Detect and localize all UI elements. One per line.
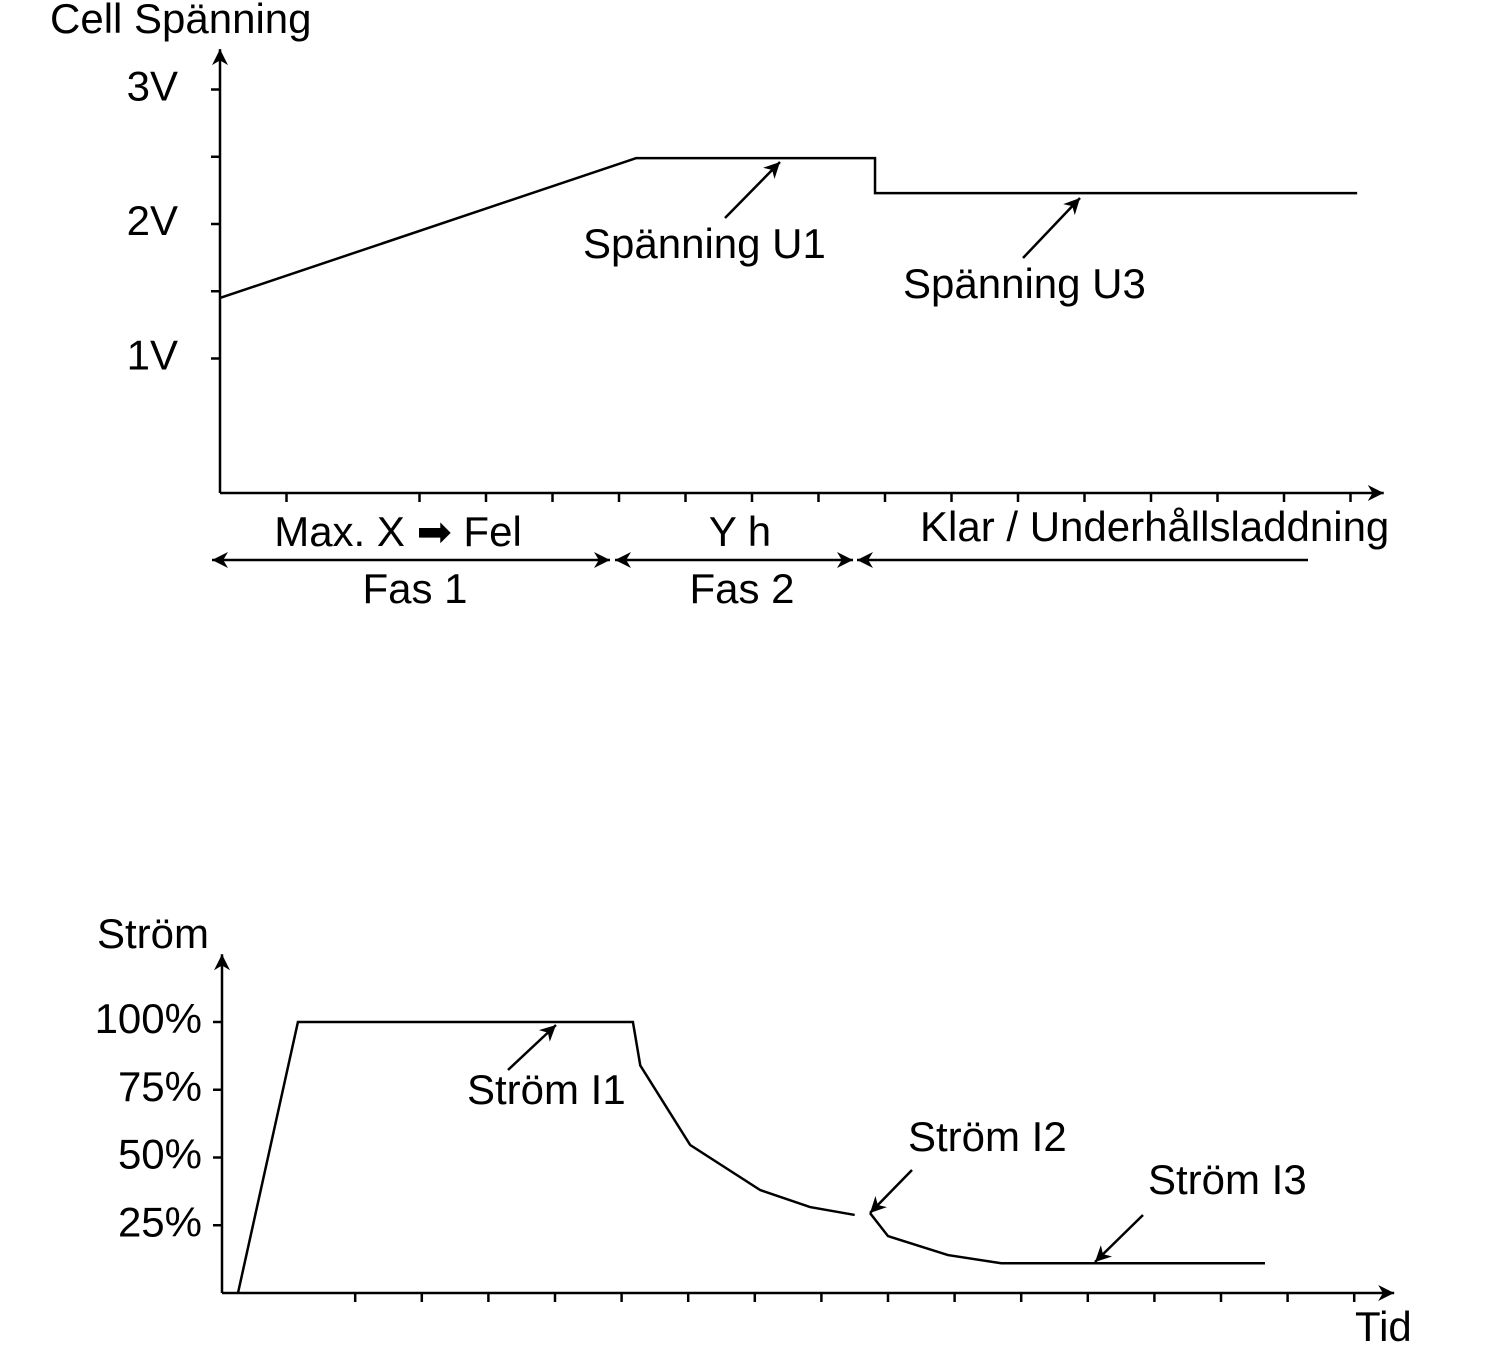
phase-name: Fas 2 — [689, 565, 794, 612]
y-tick-label: 2V — [127, 197, 178, 244]
phase-label: Max. X ➡ Fel — [274, 508, 522, 555]
annotation-arrow — [1094, 1214, 1144, 1263]
y-tick-label: 50% — [118, 1131, 202, 1178]
annotation-arrow — [724, 161, 781, 219]
y-tick-label: 75% — [118, 1063, 202, 1110]
y-tick-label: 25% — [118, 1198, 202, 1245]
y-axis-title: Cell Spänning — [50, 0, 312, 42]
annotation-arrow — [507, 1024, 557, 1071]
annotation: Spänning U3 — [903, 260, 1146, 307]
data-line — [219, 156, 1358, 300]
data-line — [236, 1020, 1265, 1294]
annotation-arrow — [1022, 197, 1081, 259]
x-axis-title: Tid — [1355, 1303, 1412, 1350]
annotation-arrow — [869, 1169, 913, 1214]
y-tick-label: 1V — [127, 332, 178, 379]
y-axis-title: Ström — [97, 910, 209, 957]
phase-label: Y h — [709, 508, 771, 555]
phase-label: Klar / Underhållsladdning — [920, 503, 1389, 550]
annotation: Spänning U1 — [583, 220, 826, 267]
y-tick-label: 3V — [127, 63, 178, 110]
annotation: Ström I2 — [908, 1113, 1067, 1160]
annotation: Ström I3 — [1148, 1156, 1307, 1203]
annotation: Ström I1 — [467, 1066, 626, 1113]
phase-name: Fas 1 — [362, 565, 467, 612]
y-tick-label: 100% — [95, 995, 202, 1042]
